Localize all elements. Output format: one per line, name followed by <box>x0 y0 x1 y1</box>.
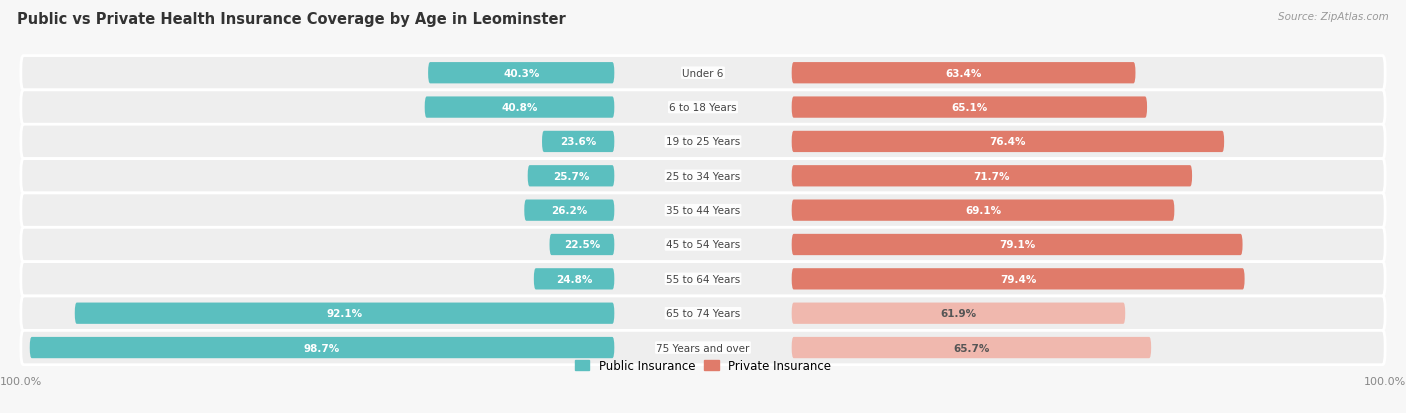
Text: 45 to 54 Years: 45 to 54 Years <box>666 240 740 250</box>
Text: 25.7%: 25.7% <box>553 171 589 181</box>
FancyBboxPatch shape <box>21 262 1385 296</box>
FancyBboxPatch shape <box>75 303 614 324</box>
Text: Source: ZipAtlas.com: Source: ZipAtlas.com <box>1278 12 1389 22</box>
FancyBboxPatch shape <box>21 91 1385 125</box>
Text: 40.8%: 40.8% <box>502 103 537 113</box>
FancyBboxPatch shape <box>427 63 614 84</box>
FancyBboxPatch shape <box>792 166 1192 187</box>
Text: 65.1%: 65.1% <box>952 103 987 113</box>
Text: 25 to 34 Years: 25 to 34 Years <box>666 171 740 181</box>
Text: 79.1%: 79.1% <box>1000 240 1035 250</box>
Text: 98.7%: 98.7% <box>304 343 340 353</box>
Text: 65 to 74 Years: 65 to 74 Years <box>666 309 740 318</box>
Text: 26.2%: 26.2% <box>551 206 588 216</box>
FancyBboxPatch shape <box>792 131 1225 153</box>
FancyBboxPatch shape <box>792 337 1152 358</box>
FancyBboxPatch shape <box>30 337 614 358</box>
FancyBboxPatch shape <box>792 97 1147 119</box>
FancyBboxPatch shape <box>792 268 1244 290</box>
Text: 23.6%: 23.6% <box>560 137 596 147</box>
FancyBboxPatch shape <box>21 125 1385 159</box>
FancyBboxPatch shape <box>792 303 1125 324</box>
Text: 71.7%: 71.7% <box>973 171 1010 181</box>
FancyBboxPatch shape <box>425 97 614 119</box>
FancyBboxPatch shape <box>21 330 1385 365</box>
Text: 40.3%: 40.3% <box>503 69 540 78</box>
Text: 6 to 18 Years: 6 to 18 Years <box>669 103 737 113</box>
FancyBboxPatch shape <box>524 200 614 221</box>
Text: 65.7%: 65.7% <box>953 343 990 353</box>
Text: 22.5%: 22.5% <box>564 240 600 250</box>
Text: Under 6: Under 6 <box>682 69 724 78</box>
Text: 92.1%: 92.1% <box>326 309 363 318</box>
Legend: Public Insurance, Private Insurance: Public Insurance, Private Insurance <box>575 359 831 372</box>
FancyBboxPatch shape <box>792 234 1243 256</box>
FancyBboxPatch shape <box>21 57 1385 91</box>
Text: 55 to 64 Years: 55 to 64 Years <box>666 274 740 284</box>
Text: 69.1%: 69.1% <box>965 206 1001 216</box>
FancyBboxPatch shape <box>21 228 1385 262</box>
FancyBboxPatch shape <box>527 166 614 187</box>
FancyBboxPatch shape <box>792 200 1174 221</box>
Text: Public vs Private Health Insurance Coverage by Age in Leominster: Public vs Private Health Insurance Cover… <box>17 12 565 27</box>
Text: 79.4%: 79.4% <box>1000 274 1036 284</box>
Text: 61.9%: 61.9% <box>941 309 977 318</box>
FancyBboxPatch shape <box>21 159 1385 194</box>
Text: 24.8%: 24.8% <box>555 274 592 284</box>
Text: 35 to 44 Years: 35 to 44 Years <box>666 206 740 216</box>
FancyBboxPatch shape <box>792 63 1136 84</box>
FancyBboxPatch shape <box>534 268 614 290</box>
FancyBboxPatch shape <box>21 296 1385 330</box>
FancyBboxPatch shape <box>21 194 1385 228</box>
Text: 76.4%: 76.4% <box>990 137 1026 147</box>
Text: 75 Years and over: 75 Years and over <box>657 343 749 353</box>
FancyBboxPatch shape <box>550 234 614 256</box>
Text: 19 to 25 Years: 19 to 25 Years <box>666 137 740 147</box>
FancyBboxPatch shape <box>543 131 614 153</box>
Text: 63.4%: 63.4% <box>945 69 981 78</box>
